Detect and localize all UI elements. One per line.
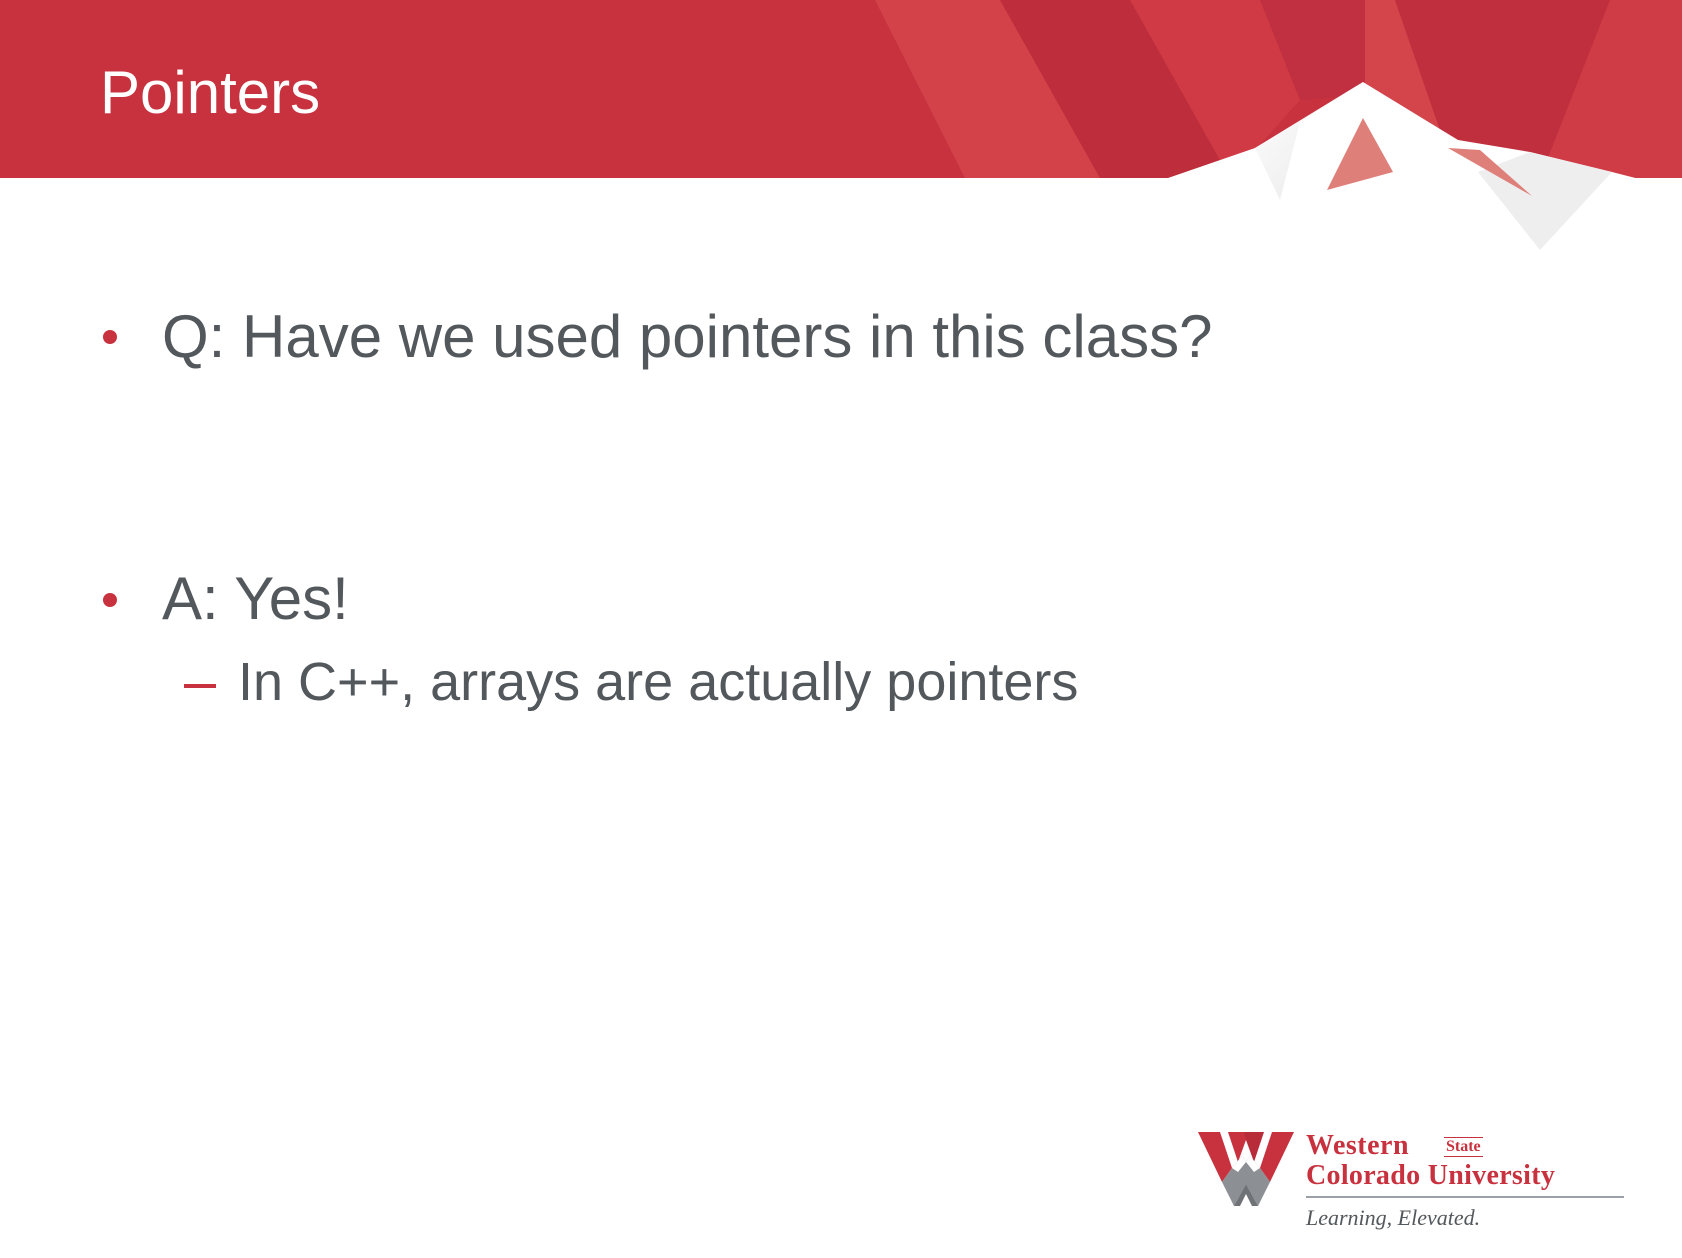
logo-tagline: Learning, Elevated. [1306, 1205, 1481, 1230]
bullet-answer: A: Yes! [162, 565, 349, 632]
sub-bullet-arrays: In C++, arrays are actually pointers [238, 652, 1079, 712]
university-w-logo-icon [1198, 1132, 1294, 1206]
logo-name-line1: Western [1306, 1130, 1410, 1161]
slide-title: Pointers [100, 59, 321, 126]
logo-divider [1306, 1196, 1624, 1198]
bullet-question: Q: Have we used pointers in this class? [162, 303, 1213, 370]
mountain-header-banner [0, 0, 1682, 260]
sub-bullet-dash [184, 684, 216, 688]
logo-name-line2: Colorado University [1306, 1160, 1556, 1191]
logo-state-label: State [1444, 1137, 1483, 1157]
bullet-marker [103, 330, 117, 344]
bullet-marker [103, 593, 117, 607]
